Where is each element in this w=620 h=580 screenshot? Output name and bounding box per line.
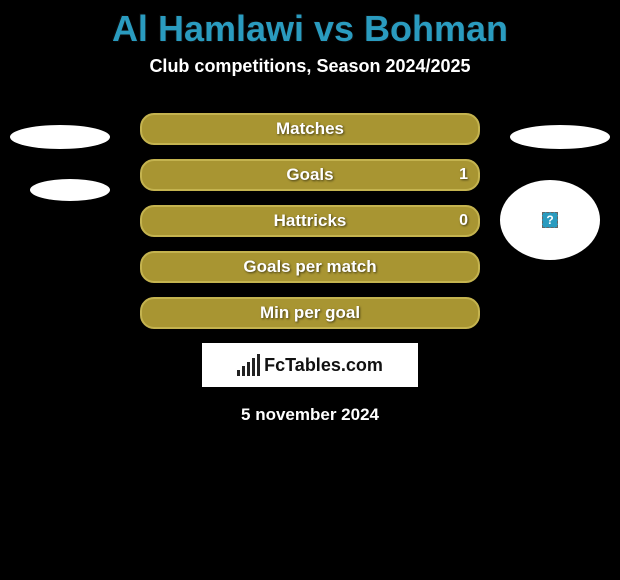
bar-label: Hattricks xyxy=(274,211,347,231)
bar-row: Min per goal xyxy=(70,297,550,329)
stat-bar-min-per-goal: Min per goal xyxy=(140,297,480,329)
stat-bar-hattricks: Hattricks 0 xyxy=(140,205,480,237)
bar-label: Goals per match xyxy=(243,257,376,277)
bar-row: Goals per match xyxy=(70,251,550,283)
bar-label: Min per goal xyxy=(260,303,360,323)
bar-value: 1 xyxy=(459,166,468,184)
stat-bar-matches: Matches xyxy=(140,113,480,145)
bar-row: Goals 1 xyxy=(70,159,550,191)
bar-label: Matches xyxy=(276,119,344,139)
stat-bar-goals: Goals 1 xyxy=(140,159,480,191)
bar-row: Hattricks 0 xyxy=(70,205,550,237)
logo-bars-icon xyxy=(237,354,260,376)
bar-value: 0 xyxy=(459,212,468,230)
date-text: 5 november 2024 xyxy=(0,405,620,425)
bar-label: Goals xyxy=(286,165,333,185)
bar-row: Matches xyxy=(70,113,550,145)
page-title: Al Hamlawi vs Bohman xyxy=(0,0,620,50)
logo-text: FcTables.com xyxy=(264,355,383,376)
page-subtitle: Club competitions, Season 2024/2025 xyxy=(0,56,620,77)
logo-box[interactable]: FcTables.com xyxy=(202,343,418,387)
stat-bar-goals-per-match: Goals per match xyxy=(140,251,480,283)
